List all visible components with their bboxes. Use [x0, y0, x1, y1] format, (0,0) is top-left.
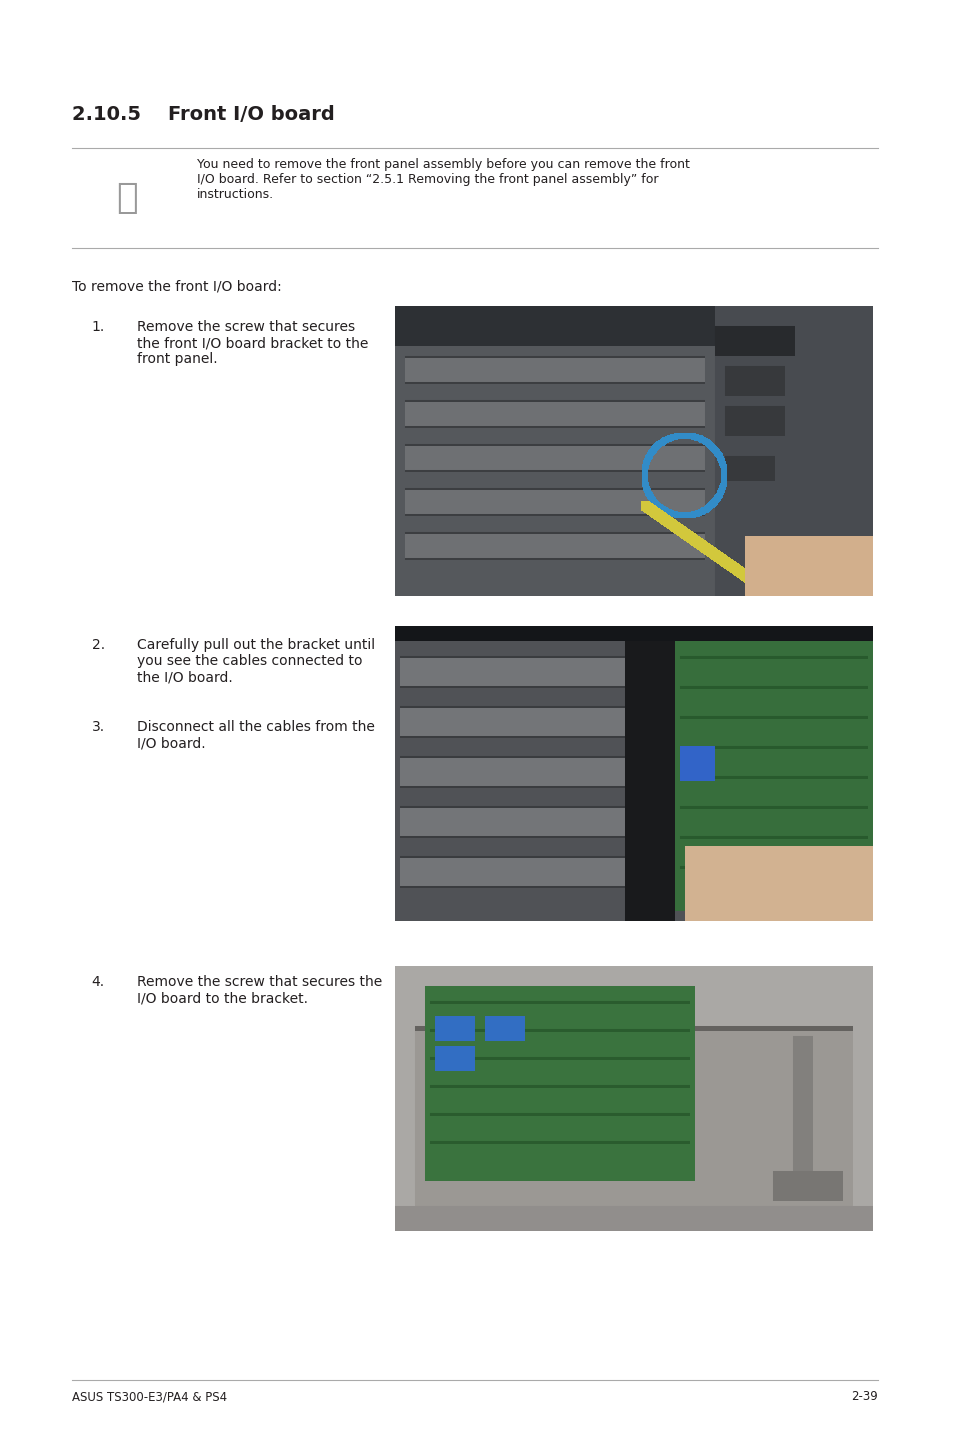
Text: ASUS TS300-E3/PA4 & PS4: ASUS TS300-E3/PA4 & PS4 [71, 1391, 227, 1403]
Text: 2.: 2. [91, 638, 105, 651]
Text: 1.: 1. [91, 321, 105, 334]
Text: 3.: 3. [91, 720, 105, 733]
Text: To remove the front I/O board:: To remove the front I/O board: [71, 280, 281, 293]
Text: Disconnect all the cables from the
I/O board.: Disconnect all the cables from the I/O b… [136, 720, 374, 751]
Text: Carefully pull out the bracket until
you see the cables connected to
the I/O boa: Carefully pull out the bracket until you… [136, 638, 375, 684]
Text: 2-39: 2-39 [850, 1391, 877, 1403]
Text: You need to remove the front panel assembly before you can remove the front
I/O : You need to remove the front panel assem… [196, 158, 689, 201]
Text: Remove the screw that secures
the front I/O board bracket to the
front panel.: Remove the screw that secures the front … [136, 321, 368, 367]
Text: 4.: 4. [91, 975, 105, 989]
Text: 2.10.5    Front I/O board: 2.10.5 Front I/O board [71, 105, 334, 124]
Text: Remove the screw that secures the
I/O board to the bracket.: Remove the screw that secures the I/O bo… [136, 975, 381, 1005]
Text: ✒: ✒ [115, 181, 137, 216]
